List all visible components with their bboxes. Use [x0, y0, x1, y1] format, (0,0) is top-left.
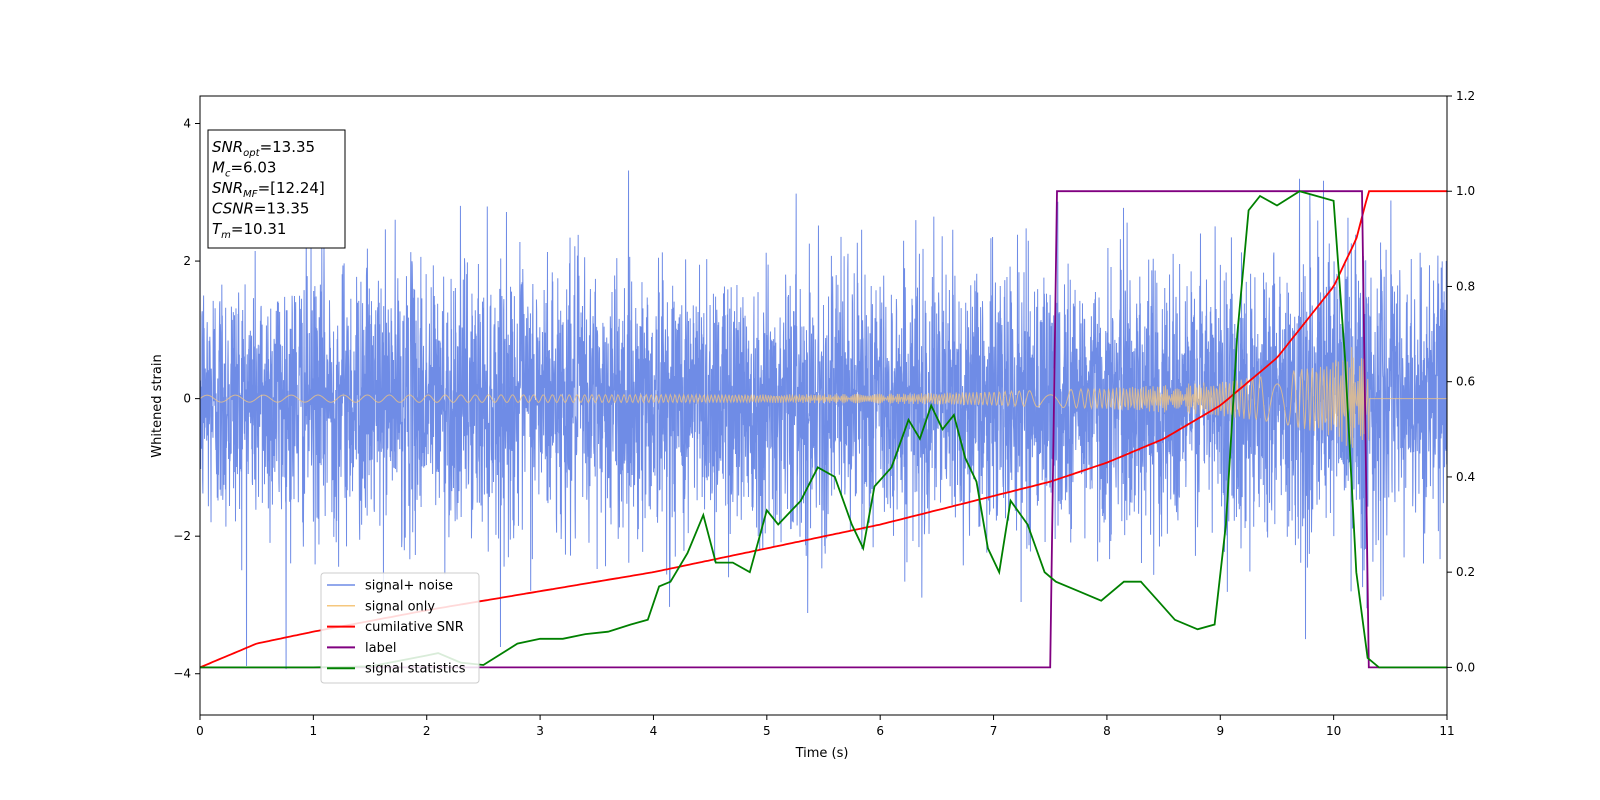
- x-tick-label: 5: [763, 724, 771, 738]
- annotation-value: =13.35: [260, 138, 316, 156]
- y-left-tick-label: 2: [183, 254, 191, 268]
- annotation-subscript: opt: [243, 148, 260, 159]
- y-left-tick-label: 4: [183, 117, 191, 131]
- annotation-subscript: c: [225, 169, 231, 180]
- annotation-line: CSNR=13.35: [212, 200, 309, 218]
- annotation-line: Mc=6.03: [212, 159, 276, 180]
- x-tick-label: 3: [536, 724, 544, 738]
- annotation-frame: [207, 129, 346, 249]
- legend-entry-label: signal statistics: [365, 662, 466, 677]
- series-signal-plus-noise-line: [200, 170, 1447, 670]
- axis-ticks: 0 1 2 3 4 5 6 7 8 9 10 11 −4 −2 0 2 4 0.0 0.2 0.4 0.6 0.8 1.0 1…: [173, 89, 1475, 738]
- annotation-value: =[12.24]: [258, 179, 325, 197]
- y-right-tick-label: 1.0: [1456, 184, 1475, 198]
- x-tick-label: 1: [310, 724, 318, 738]
- y-left-tick-label: 0: [183, 392, 191, 406]
- x-tick-label: 6: [876, 724, 884, 738]
- legend-entry-label: signal+ noise: [365, 579, 453, 594]
- y-right-tick-label: 0.6: [1456, 375, 1475, 389]
- legend: signal+ noise signal only cumilative SNR la…: [320, 572, 480, 684]
- y-right-tick-label: 0.4: [1456, 470, 1475, 484]
- series-signal-statistics-line: [200, 190, 1447, 669]
- legend-entry-label: label: [365, 641, 396, 656]
- annotation-value: =13.35: [254, 200, 310, 218]
- y-left-tick-label: −2: [173, 529, 191, 543]
- x-tick-label: 9: [1216, 724, 1224, 738]
- series-signal-only-line: [200, 347, 1447, 448]
- x-tick-label: 2: [423, 724, 431, 738]
- annotation-line: Tm=10.31: [212, 220, 286, 241]
- legend-entry-label: cumilative SNR: [365, 620, 464, 635]
- plot-frame: [199, 95, 1448, 716]
- x-tick-label: 11: [1439, 724, 1454, 738]
- annotation-value: =6.03: [230, 159, 276, 177]
- annotation-symbol: SNR: [212, 138, 243, 156]
- x-tick-label: 10: [1326, 724, 1341, 738]
- annotation-symbol: SNR: [212, 179, 243, 197]
- x-tick-label: 8: [1103, 724, 1111, 738]
- annotation-line: SNRopt=13.35: [212, 138, 315, 159]
- y-right-tick-label: 0.2: [1456, 565, 1475, 579]
- y-axis-label: Whitened strain: [150, 354, 165, 457]
- y-right-tick-label: 0.8: [1456, 279, 1475, 293]
- y-right-tick-label: 1.2: [1456, 89, 1475, 103]
- annotation-symbol: CSNR: [212, 200, 254, 218]
- x-tick-label: 7: [990, 724, 998, 738]
- annotation-symbol: T: [212, 220, 223, 238]
- x-axis-label: Time (s): [795, 746, 849, 761]
- parameter-annotation-box: SNRopt=13.35Mc=6.03SNRMF=[12.24]CSNR=13.…: [207, 129, 346, 249]
- annotation-value: =10.31: [231, 220, 287, 238]
- annotation-line: SNRMF=[12.24]: [212, 179, 325, 200]
- x-tick-label: 4: [650, 724, 658, 738]
- y-right-tick-label: 0.0: [1456, 660, 1475, 674]
- annotation-subscript: MF: [243, 189, 258, 200]
- y-left-tick-label: −4: [173, 667, 191, 681]
- legend-frame: [320, 572, 480, 684]
- x-tick-label: 0: [196, 724, 204, 738]
- legend-entry-label: signal only: [365, 599, 435, 614]
- annotation-subscript: m: [221, 230, 231, 241]
- plot-series-layer: [200, 170, 1447, 670]
- annotation-symbol: M: [212, 159, 225, 177]
